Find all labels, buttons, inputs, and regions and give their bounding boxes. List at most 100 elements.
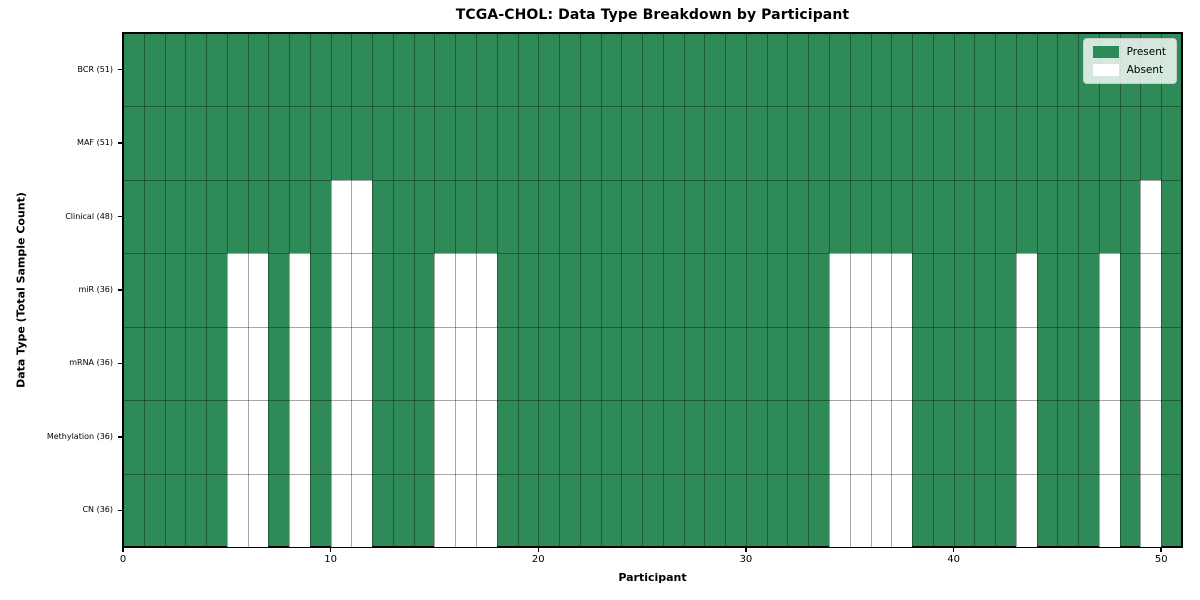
gridline-vertical <box>496 33 498 547</box>
cell-absent-mRNA-36 <box>870 326 892 401</box>
cell-absent-miR-6 <box>247 253 269 327</box>
gridline-vertical <box>392 33 394 547</box>
gridline-vertical <box>455 33 457 547</box>
x-tick-label: 30 <box>739 554 753 565</box>
gridline-vertical <box>995 33 997 547</box>
cell-absent-CN-47 <box>1098 473 1120 547</box>
cell-absent-miR-43 <box>1015 253 1037 327</box>
cell-absent-Methylation-16 <box>455 400 476 474</box>
gridline-vertical <box>849 33 851 547</box>
cell-absent-miR-5 <box>226 253 248 327</box>
y-tick-label-CN: CN (36) <box>82 505 113 515</box>
cell-absent-miR-10 <box>330 253 352 327</box>
cell-absent-miR-49 <box>1140 253 1162 327</box>
gridline-vertical <box>1119 33 1121 547</box>
cell-absent-miR-17 <box>476 253 497 327</box>
gridline-vertical <box>932 33 934 547</box>
gridline-vertical <box>185 33 187 547</box>
gridline-vertical <box>413 33 415 547</box>
cell-absent-CN-10 <box>330 473 352 547</box>
gridline-horizontal <box>123 326 1182 328</box>
cell-absent-CN-16 <box>455 473 476 547</box>
gridline-vertical <box>704 33 706 547</box>
x-tick-mark <box>952 547 955 552</box>
cell-absent-CN-6 <box>247 473 269 547</box>
cell-absent-miR-8 <box>289 253 310 327</box>
y-tick-label-MAF: MAF (51) <box>77 138 113 148</box>
legend-absent-swatch-icon <box>1092 64 1119 76</box>
gridline-vertical <box>1057 33 1059 547</box>
cell-absent-Methylation-10 <box>330 400 352 474</box>
x-tick-label: 50 <box>1154 554 1168 565</box>
cell-absent-mRNA-37 <box>891 326 913 401</box>
legend-entry-present: Present <box>1092 46 1166 58</box>
cell-absent-miR-11 <box>351 253 373 327</box>
gridline-vertical <box>642 33 644 547</box>
cell-absent-CN-43 <box>1015 473 1037 547</box>
cell-absent-Methylation-37 <box>891 400 913 474</box>
gridline-vertical <box>891 33 893 547</box>
cell-absent-mRNA-16 <box>455 326 476 401</box>
gridline-vertical <box>1140 33 1142 547</box>
gridline-vertical <box>808 33 810 547</box>
cell-absent-miR-47 <box>1098 253 1120 327</box>
cell-absent-miR-34 <box>829 253 850 327</box>
gridline-vertical <box>725 33 727 547</box>
gridline-vertical <box>164 33 166 547</box>
y-tick-label-Clinical: Clinical (48) <box>65 211 113 221</box>
cell-absent-mRNA-43 <box>1015 326 1037 401</box>
gridline-vertical <box>206 33 208 547</box>
cell-absent-mRNA-17 <box>476 326 497 401</box>
gridline-vertical <box>745 33 747 547</box>
x-axis-label: Participant <box>618 571 687 584</box>
cell-absent-mRNA-47 <box>1098 326 1120 401</box>
x-tick-mark <box>1160 547 1162 552</box>
cell-absent-Methylation-34 <box>829 400 850 474</box>
gridline-vertical <box>600 33 602 547</box>
y-tick-mark <box>118 289 123 291</box>
cell-absent-Methylation-49 <box>1140 400 1162 474</box>
y-tick-mark <box>118 215 123 218</box>
cell-absent-CN-8 <box>289 473 310 547</box>
cell-absent-CN-11 <box>351 473 373 547</box>
y-tick-label-mRNA: mRNA (36) <box>69 358 113 368</box>
cell-absent-miR-16 <box>455 253 476 327</box>
cell-absent-mRNA-8 <box>289 326 310 401</box>
gridline-horizontal <box>123 400 1182 402</box>
gridline-vertical <box>1036 33 1038 547</box>
cell-absent-Clinical-49 <box>1140 179 1162 254</box>
cell-absent-Methylation-47 <box>1098 400 1120 474</box>
gridline-horizontal <box>123 253 1182 255</box>
y-tick-mark <box>118 68 123 71</box>
y-tick-mark <box>118 362 123 365</box>
cell-absent-Clinical-10 <box>330 179 352 254</box>
legend-present-label: Present <box>1126 46 1166 58</box>
y-tick-mark <box>118 509 123 512</box>
cell-absent-CN-37 <box>891 473 913 547</box>
cell-absent-mRNA-11 <box>351 326 373 401</box>
gridline-vertical <box>330 33 332 547</box>
cell-absent-Methylation-15 <box>434 400 456 474</box>
gridline-vertical <box>476 33 477 547</box>
cell-absent-Clinical-11 <box>351 179 373 254</box>
gridline-vertical <box>434 33 436 547</box>
cell-absent-mRNA-15 <box>434 326 456 401</box>
gridline-vertical <box>517 33 519 547</box>
cell-absent-Methylation-36 <box>870 400 892 474</box>
gridline-horizontal <box>123 106 1182 108</box>
cell-absent-mRNA-5 <box>226 326 248 401</box>
cell-absent-Methylation-5 <box>226 400 248 474</box>
cell-absent-mRNA-35 <box>849 326 871 401</box>
cell-absent-miR-37 <box>891 253 913 327</box>
cell-absent-mRNA-10 <box>330 326 352 401</box>
x-tick-label: 20 <box>531 554 545 565</box>
gridline-vertical <box>289 33 291 547</box>
gridline-vertical <box>953 33 955 547</box>
cell-absent-miR-36 <box>870 253 892 327</box>
y-tick-mark <box>118 142 123 144</box>
plot-area: Present Absent <box>122 32 1183 548</box>
x-tick-mark <box>537 547 540 552</box>
gridline-vertical <box>372 33 374 547</box>
gridline-horizontal <box>123 473 1182 475</box>
